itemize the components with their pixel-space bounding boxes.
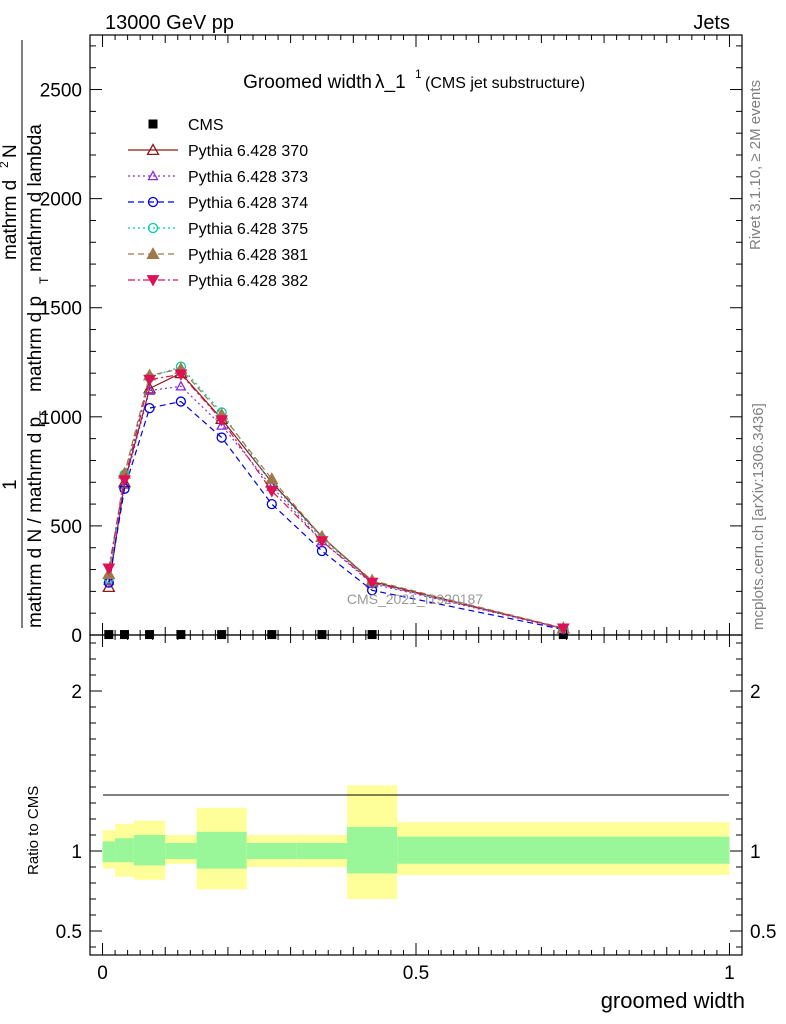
- watermark: CMS_2021_I1920187: [347, 591, 483, 607]
- series-point: [266, 498, 277, 510]
- title-sup: 1: [415, 67, 422, 81]
- ylabel-denominator-b: mathrm d p: [25, 296, 46, 392]
- rivet-label: Rivet 3.1.10, ≥ 2M events: [747, 80, 764, 250]
- ratio-y-label: Ratio to CMS: [25, 786, 42, 875]
- legend-label: Pythia 6.428 373: [188, 169, 308, 186]
- series-point: [118, 475, 131, 487]
- ylabel-denominator-a-sub: T: [37, 410, 51, 418]
- main-y-ticks: 0 500 1000 1500 2000 2500: [40, 45, 742, 647]
- legend-marker: [146, 247, 160, 260]
- legend-label: Pythia 6.428 381: [188, 247, 308, 264]
- ratio-band-inner: [397, 836, 730, 864]
- series-point: [216, 432, 227, 443]
- series-point: [144, 402, 155, 414]
- header-right: Jets: [693, 12, 730, 34]
- ratio-y-tick-label: 2: [71, 682, 82, 703]
- series-point: [103, 574, 115, 585]
- main-x-ticks: [102, 35, 730, 635]
- title-main: Groomed width: [243, 72, 372, 93]
- series-point: [556, 623, 570, 635]
- legend-marker: [146, 143, 160, 156]
- legend-marker: [148, 119, 158, 129]
- series-point: [215, 415, 229, 427]
- y-tick-label: 1500: [40, 299, 82, 320]
- series-line: [108, 385, 564, 630]
- ratio-x-ticks: [102, 635, 730, 955]
- series-point: [265, 472, 279, 485]
- ratio-y-tick-label: 1: [71, 842, 82, 863]
- main-plot: 0 500 1000 1500 2000 2500 CMS_2021_I1920187: [40, 34, 743, 647]
- legend: CMS Pythia 6.428 370 Pythia 6.428 373 Pythi…: [128, 117, 308, 290]
- ratio-band-inner: [115, 838, 134, 863]
- legend-marker: [147, 222, 159, 234]
- x-tick-label: 1: [724, 963, 735, 984]
- legend-label: Pythia 6.428 382: [188, 273, 308, 290]
- ylabel-denominator-b-sub: T: [37, 276, 51, 284]
- series-point: [102, 563, 116, 575]
- ratio-band-inner: [133, 835, 166, 866]
- series-point: [174, 369, 188, 381]
- series-point: [265, 486, 279, 498]
- ratio-y-tick-label-right: 0.5: [750, 922, 776, 943]
- legend-label: Pythia 6.428 370: [188, 143, 308, 160]
- series-point: [143, 374, 156, 387]
- ratio-y-tick-label-right: 1: [750, 842, 761, 863]
- ratio-y-tick-label-right: 2: [750, 682, 761, 703]
- mcplots-label: mcplots.cern.ch [arXiv:1306.3436]: [750, 403, 767, 630]
- ratio-y-tick-label: 0.5: [56, 922, 82, 943]
- ratio-band-inner: [246, 843, 297, 859]
- header-left: 13000 GeV pp: [105, 12, 234, 34]
- legend-marker: [147, 170, 159, 181]
- series-line: [108, 365, 564, 630]
- ylabel-denominator-a: mathrm d N / mathrm d p: [25, 417, 46, 628]
- legend-label: Pythia 6.428 375: [188, 221, 308, 238]
- ratio-band-inner: [296, 843, 348, 859]
- x-axis-label: groomed width: [601, 988, 745, 1013]
- x-tick-label: 0.5: [403, 963, 429, 984]
- series-point: [316, 545, 328, 557]
- legend-marker: [147, 196, 159, 208]
- ratio-band-inner: [165, 843, 197, 859]
- x-tick-labels: 0 0.5 1: [97, 963, 735, 984]
- series-point: [216, 419, 228, 430]
- ratio-band-inner: [102, 841, 116, 863]
- series-line: [108, 400, 564, 631]
- series-point: [315, 536, 329, 548]
- ylabel-numerator-prefix: 1: [0, 479, 21, 490]
- x-tick-label: 0: [97, 963, 108, 984]
- y-tick-label: 2000: [40, 190, 82, 211]
- series-line: [108, 373, 564, 630]
- title-sub: (CMS jet substructure): [425, 75, 585, 92]
- legend-marker: [146, 275, 160, 287]
- series-point: [175, 396, 187, 407]
- y-tick-label: 0: [71, 626, 82, 647]
- series-line: [108, 368, 564, 629]
- y-axis-label: 1 mathrm d 2 N mathrm d N / mathrm d p T…: [0, 40, 51, 628]
- y-tick-label: 2500: [40, 81, 82, 102]
- series-line: [108, 372, 564, 630]
- series-point: [365, 577, 379, 590]
- ylabel-numerator-sup: 2: [0, 161, 11, 168]
- y-tick-label: 1000: [40, 408, 82, 429]
- ratio-band-inner: [347, 827, 398, 874]
- ylabel-numerator-mid: mathrm d: [0, 180, 21, 260]
- series-point: [175, 380, 187, 391]
- ratio-plot: 0.5 0.5 1 1 2 2 Ratio to CMS: [25, 634, 776, 956]
- ratio-bands: [102, 785, 730, 899]
- legend-label: CMS: [188, 117, 224, 134]
- ylabel-denominator-c: mathrm d lambda: [25, 124, 46, 272]
- legend-label: Pythia 6.428 374: [188, 195, 308, 212]
- y-tick-label: 500: [50, 517, 82, 538]
- ratio-y-ticks: 0.5 0.5 1 1 2 2: [56, 642, 776, 948]
- plot-title: Groomed width λ_1 1 (CMS jet substructur…: [243, 67, 585, 93]
- ylabel-numerator-end: N: [0, 144, 21, 158]
- ratio-band-inner: [196, 831, 247, 869]
- title-lambda: λ_1: [375, 72, 406, 93]
- main-series-marks: [102, 361, 570, 640]
